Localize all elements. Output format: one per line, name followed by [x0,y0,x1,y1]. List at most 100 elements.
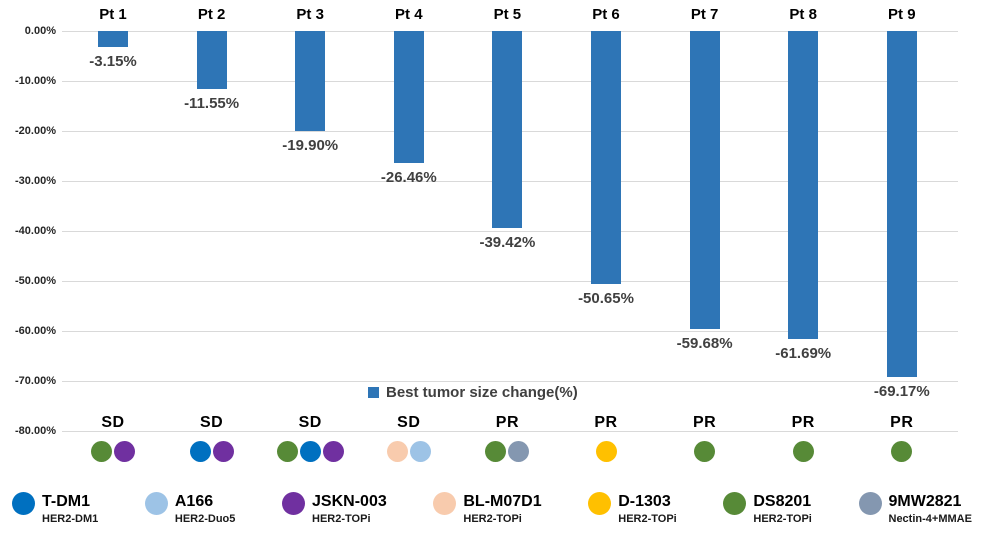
response-status-label: SD [298,414,322,431]
bar-value-label: -3.15% [89,52,137,70]
response-status-label: PR [890,414,914,431]
drug-dot-jskn-003 [114,441,135,462]
patient-label: Pt 6 [592,6,620,23]
legend-text: BL-M07D1 HER2-TOPi [463,492,541,525]
bar [689,31,720,330]
bar [788,31,819,340]
legend-drug-subtitle: HER2-Duo5 [174,513,236,525]
y-axis-tick-label: 0.00% [24,25,56,37]
bar [295,31,326,131]
legend-dot-bl-m07d1 [433,492,457,515]
drug-dot-ds8201 [792,441,814,462]
drug-dot-bl-m07d1 [386,441,408,462]
patient-label: Pt 5 [493,6,522,23]
response-status-label: SD [199,414,224,431]
patient-label: Pt 4 [395,6,423,23]
drug-dot-a166 [409,441,431,462]
legend-drug-subtitle: HER2-TOPi [463,513,522,525]
gridline [62,431,958,432]
drug-dot-row [792,441,814,462]
legend-dot-t-dm1 [12,492,35,515]
response-status-label: PR [495,414,519,431]
bar-value-label: -50.65% [578,290,634,308]
patient-label: Pt 7 [690,6,719,23]
y-axis-tick-label: -60.00% [15,325,56,337]
drug-dot-ds8201 [694,441,716,462]
legend-dot-ds8201 [723,492,747,515]
series-legend: Best tumor size change(%) [368,384,578,401]
y-axis-tick-label: -20.00% [15,125,56,137]
response-status-label: SD [101,414,125,431]
legend-drug-subtitle: HER2-TOPi [312,513,371,525]
legend-text: D-1303 HER2-TOPi [618,492,676,525]
series-marker-square [368,387,379,398]
legend-text: JSKN-003 HER2-TOPi [312,492,387,525]
y-axis-tick-label: -30.00% [15,175,56,187]
drug-legend: T-DM1 HER2-DM1 A166 HER2-Duo5 JSKN-003 HER2-T… [12,492,972,525]
response-status-label: PR [791,414,815,431]
legend-text: 9MW2821 Nectin-4+MMAE [889,492,972,525]
legend-drug-name: 9MW2821 [888,493,962,510]
bar [196,31,227,89]
drug-dot-row [485,441,530,462]
drug-dot-9mw2821 [508,441,530,462]
response-status-label: PR [594,414,618,431]
bar [98,31,128,47]
bar-value-label: -59.68% [676,335,733,353]
legend-item-bl-m07d1: BL-M07D1 HER2-TOPi [433,492,542,525]
legend-item-t-dm1: T-DM1 HER2-DM1 [12,492,98,525]
drug-dot-d-1303 [595,441,617,462]
bar-value-label: -61.69% [775,345,832,363]
bar [492,31,523,229]
drug-dot-row [91,441,135,462]
legend-drug-subtitle: HER2-DM1 [42,513,99,525]
legend-dot-jskn-003 [282,492,306,515]
legend-text: DS8201 HER2-TOPi [753,492,811,525]
drug-dot-jskn-003 [322,441,344,462]
gridline [62,331,958,332]
legend-dot-9mw2821 [858,492,882,515]
y-axis-tick-label: -50.00% [15,275,56,287]
patient-label: Pt 1 [99,6,127,23]
bar [591,31,621,285]
bar-value-label: -26.46% [380,169,437,187]
legend-drug-name: BL-M07D1 [463,493,542,510]
bar-value-label: -19.90% [282,136,339,154]
legend-dot-d-1303 [588,492,612,515]
gridline [62,381,958,382]
legend-drug-subtitle: HER2-TOPi [753,513,812,525]
legend-drug-subtitle: HER2-TOPi [618,513,677,525]
legend-item-a166: A166 HER2-Duo5 [144,492,236,525]
legend-item-jskn-003: JSKN-003 HER2-TOPi [282,492,387,525]
legend-text: T-DM1 HER2-DM1 [42,492,98,525]
legend-dot-a166 [144,492,168,515]
drug-dot-ds8201 [276,441,298,462]
drug-dot-row [276,441,344,462]
y-axis-tick-label: -80.00% [15,425,56,437]
drug-dot-t-dm1 [299,441,321,462]
y-axis-tick-label: -10.00% [15,75,56,87]
legend-item-d-1303: D-1303 HER2-TOPi [588,492,677,525]
patient-label: Pt 9 [888,6,916,23]
drug-dot-ds8201 [91,441,112,462]
gridline [62,231,958,232]
patient-label: Pt 2 [197,6,226,23]
patient-label: Pt 8 [789,6,817,23]
series-legend-label: Best tumor size change(%) [386,384,578,401]
drug-dot-row [189,441,234,462]
drug-dot-row [595,441,617,462]
bar [886,31,917,377]
drug-dot-t-dm1 [189,441,211,462]
drug-dot-jskn-003 [212,441,234,462]
legend-item-9mw2821: 9MW2821 Nectin-4+MMAE [858,492,972,525]
legend-drug-name: DS8201 [753,493,812,510]
bar-value-label: -39.42% [479,234,536,252]
legend-drug-name: JSKN-003 [312,493,387,510]
response-status-label: SD [397,414,421,431]
drug-dot-row [694,441,716,462]
y-axis-tick-label: -70.00% [15,375,56,387]
drug-dot-ds8201 [485,441,507,462]
response-status-label: PR [692,414,717,431]
legend-drug-subtitle: Nectin-4+MMAE [888,513,972,525]
